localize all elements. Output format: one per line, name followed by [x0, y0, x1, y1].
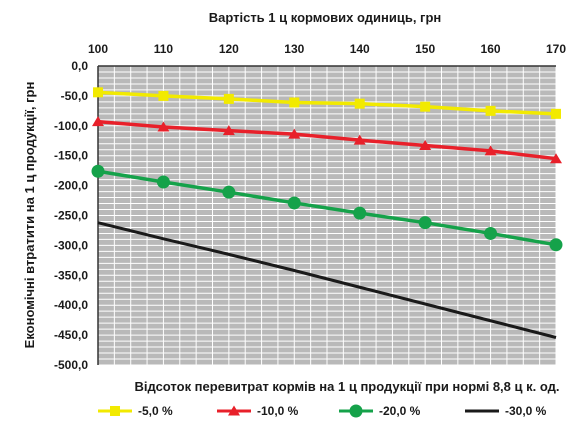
series-line [97, 119, 557, 161]
data-point [485, 105, 496, 116]
data-point [418, 216, 432, 230]
legend-swatch-marker [349, 404, 363, 418]
data-point [549, 238, 563, 252]
data-point [354, 98, 365, 109]
legend-label: -30,0 % [505, 404, 547, 418]
legend-item: -30,0 % [465, 404, 547, 418]
x-tick-label: 140 [350, 42, 370, 56]
data-point [222, 185, 236, 199]
y-tick-label: -300,0 [54, 238, 88, 252]
legend-item: -10,0 % [217, 404, 299, 418]
series-2 [92, 116, 562, 164]
legend-swatch-marker [228, 405, 240, 416]
legend-item: -20,0 % [339, 404, 421, 418]
x-tick-label: 160 [481, 42, 501, 56]
data-point [484, 145, 497, 156]
y-tick-label: -400,0 [54, 298, 88, 312]
data-point [353, 206, 367, 220]
y-tick-label: -250,0 [54, 209, 88, 223]
data-point [287, 196, 301, 210]
data-point [156, 175, 170, 189]
data-point [420, 101, 431, 112]
series-line [97, 221, 557, 339]
data-point [550, 153, 562, 164]
data-point [91, 164, 105, 178]
data-point [289, 97, 300, 108]
data-point [157, 121, 170, 132]
series-line [97, 90, 557, 116]
series-1 [93, 87, 561, 119]
data-point [158, 90, 169, 101]
x-tick-label: 130 [284, 42, 304, 56]
y-tick-label: -450,0 [54, 328, 88, 342]
data-point [92, 116, 104, 127]
data-point [288, 128, 301, 139]
data-point [484, 226, 498, 240]
tick-labels: 100 110 120 130 140 150 160 170 0,0 -50,0 -100,0 -1… [54, 42, 566, 372]
y-tick-label: -50,0 [61, 89, 89, 103]
series-3 [91, 164, 563, 252]
x-tick-label: 100 [88, 42, 108, 56]
data-point [551, 108, 561, 119]
x-tick-label: 170 [546, 42, 566, 56]
legend: -5,0 % -10,0 % -20,0 % -30,0 % [98, 404, 547, 418]
data-point [353, 134, 366, 145]
legend-label: -20,0 % [379, 404, 421, 418]
y-tick-label: -350,0 [54, 268, 88, 282]
legend-item: -5,0 % [98, 404, 173, 418]
legend-label: -5,0 % [138, 404, 173, 418]
series-layer [91, 87, 563, 339]
legend-label: -10,0 % [257, 404, 299, 418]
y-axis-label: Економічні втратити на 1 ц продукції, гр… [22, 82, 37, 349]
grid [97, 65, 557, 366]
y-tick-label: -200,0 [54, 179, 88, 193]
x-tick-label: 120 [219, 42, 239, 56]
y-tick-label: -500,0 [54, 358, 88, 372]
data-point [223, 93, 234, 104]
series-4 [97, 221, 557, 339]
data-point [419, 140, 432, 151]
chart-title: Вартість 1 ц кормових одиниць, грн [209, 10, 442, 25]
series-line [97, 169, 557, 247]
y-tick-label: 0,0 [71, 59, 88, 73]
x-axis-label: Відсоток перевитрат кормів на 1 ц продук… [135, 379, 560, 394]
legend-swatch-marker [110, 406, 120, 416]
y-tick-label: -150,0 [54, 149, 88, 163]
data-point [222, 125, 235, 136]
x-tick-label: 150 [415, 42, 435, 56]
data-point [93, 87, 103, 98]
y-tick-label: -100,0 [54, 119, 88, 133]
x-tick-label: 110 [154, 42, 174, 56]
